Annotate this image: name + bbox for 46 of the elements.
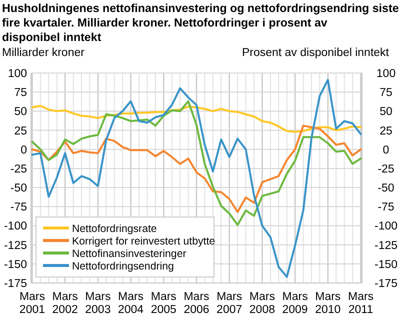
legend-label: Nettofordringsendring (72, 260, 174, 272)
y2-tick-label: 75 (380, 87, 392, 100)
y-tick-label: -25 (10, 163, 27, 176)
y-tick-label: -75 (10, 202, 27, 214)
x-tick-label: Mars 2005 (150, 291, 177, 316)
x-tick-label: Mars 2001 (19, 291, 46, 316)
legend-label: Nettofordringsrate (72, 223, 157, 235)
y2-tick-label: -75 (378, 202, 394, 214)
x-tick-label: Mars 2010 (315, 291, 341, 316)
y2-tick-label: -175 (374, 278, 398, 290)
y2-tick-label: -50 (378, 182, 394, 195)
y-tick-label: -150 (4, 258, 27, 271)
legend-label: Korrigert for reinvestert utbytte (72, 236, 216, 248)
x-tick-label: Mars 2008 (249, 291, 276, 316)
y2-tick-label: -100 (374, 220, 398, 233)
y-tick-label: 100 (8, 68, 27, 80)
x-tick-label: Mars 2002 (52, 291, 78, 316)
y-tick-label: 75 (14, 87, 27, 100)
x-tick-label: Mars 2003 (85, 291, 111, 316)
x-tick-label: Mars 2006 (184, 291, 210, 316)
y-tick-label: 50 (14, 106, 27, 118)
y2-axis-title: Prosent av disponibel inntekt (242, 47, 390, 59)
y2-tick-label: 50 (380, 106, 392, 118)
chart-title: Husholdningenes nettofinansinvestering og nettofordringsendring siste fire kvartaler. Milliarder kroner. Nettofordringer i prosent av disponibel inntekt (2, 2, 400, 44)
x-tick-label: Mars 2009 (282, 291, 308, 316)
y2-tick-label: -25 (378, 163, 394, 176)
line-series (31, 104, 362, 133)
y2-tick-label: -125 (374, 240, 398, 252)
y2-tick-label: -150 (374, 258, 398, 271)
y-tick-label: -50 (10, 182, 27, 195)
line-series (31, 100, 362, 226)
x-tick-label: Mars 2004 (118, 291, 144, 316)
y2-tick-label: 25 (380, 125, 392, 138)
x-tick-label: Mars 2011 (348, 291, 374, 316)
y-tick-label: -125 (4, 240, 27, 252)
y-tick-label: -175 (4, 278, 27, 290)
line-series (31, 78, 362, 278)
y-axis-title: Milliarder kroner (2, 47, 85, 59)
line-series (31, 124, 362, 213)
y2-tick-label: 100 (376, 68, 396, 80)
legend-label: Nettofinansinvesteringer (72, 248, 187, 260)
y-tick-label: -100 (4, 220, 27, 233)
x-tick-label: Mars 2007 (216, 291, 242, 316)
y-tick-label: 0 (20, 144, 27, 156)
y2-tick-label: 0 (382, 144, 390, 156)
y-tick-label: 25 (14, 125, 27, 138)
